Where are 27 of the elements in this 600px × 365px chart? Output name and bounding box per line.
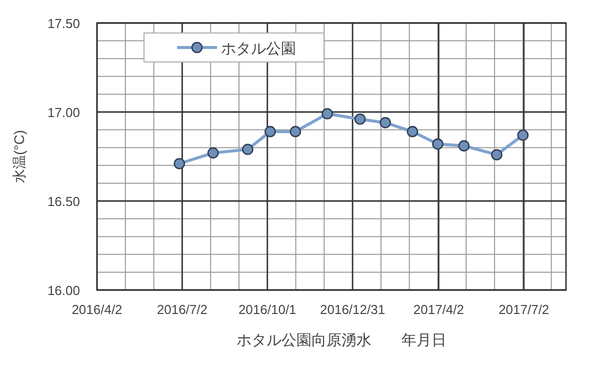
- y-tick-label: 16.50: [47, 194, 80, 209]
- point: [242, 144, 254, 156]
- point: [322, 108, 333, 120]
- legend: ホタル公園: [144, 32, 324, 62]
- x-tick-label: 2017/4/2: [413, 302, 464, 317]
- point: [264, 126, 276, 138]
- legend-label: ホタル公園: [221, 40, 296, 58]
- point: [491, 149, 502, 160]
- x-tick-label: 2016/10/1: [238, 302, 296, 317]
- point: [354, 113, 366, 125]
- point: [458, 140, 470, 152]
- x-tick-label: 2016/4/2: [72, 302, 122, 317]
- x-axis-title: ホタル公園向原湧水 年月日: [236, 332, 446, 349]
- point: [290, 126, 302, 138]
- point: [174, 158, 186, 170]
- y-tick-label: 16.00: [47, 283, 80, 298]
- y-tick-label: 17.50: [47, 16, 80, 31]
- y-tick-label: 17.00: [47, 105, 80, 120]
- x-tick-label: 2016/7/2: [156, 302, 208, 317]
- x-tick-label: 2017/7/2: [498, 302, 550, 317]
- x-tick-label: 2016/12/31: [320, 302, 386, 317]
- point: [406, 126, 418, 138]
- point: [517, 129, 529, 141]
- y-axis-title: 水温(°C): [11, 130, 27, 184]
- point: [432, 138, 444, 150]
- point: [380, 117, 391, 128]
- point: [207, 147, 219, 159]
